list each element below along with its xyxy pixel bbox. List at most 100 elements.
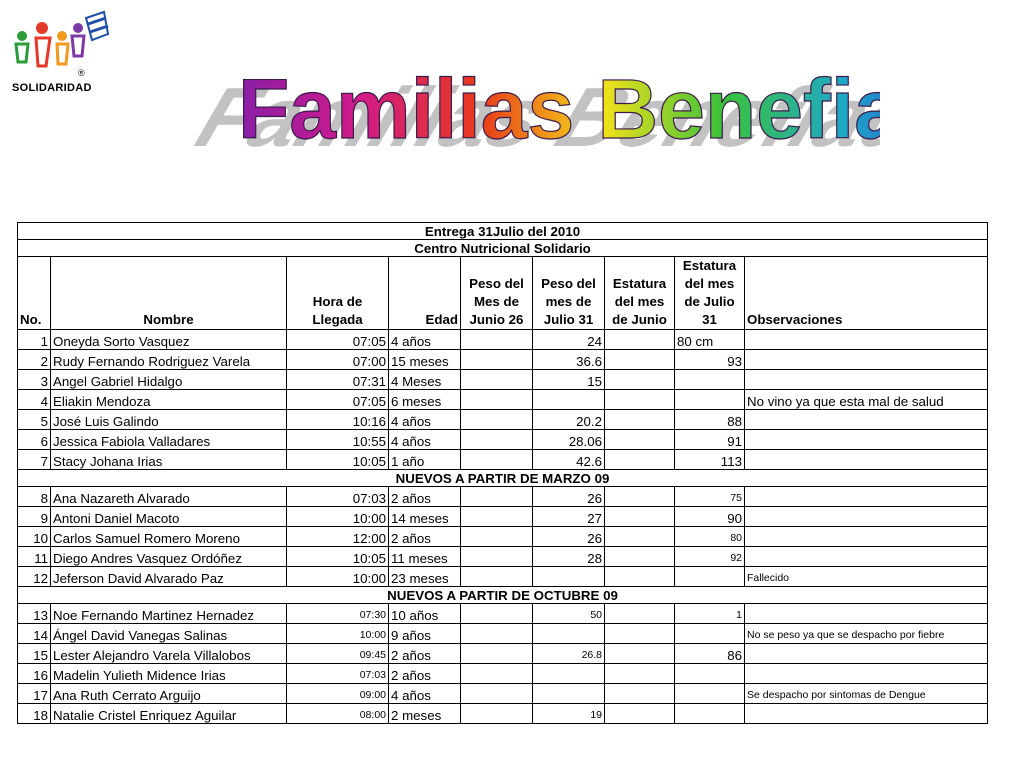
cell-estatura-julio [674, 566, 745, 587]
cell-nombre: Stacy Johana Irias [50, 449, 287, 470]
cell-peso-julio: 36.6 [532, 349, 605, 370]
cell-hora: 10:00 [286, 566, 389, 587]
cell-nombre: Rudy Fernando Rodriguez Varela [50, 349, 287, 370]
cell-peso-julio: 26 [532, 526, 605, 547]
table-row: 7 Stacy Johana Irias 10:05 1 año 42.6 113 [17, 449, 989, 470]
table-row: 17 Ana Ruth Cerrato Arguijo 09:00 4 años Se … [17, 683, 989, 704]
cell-edad: 11 meses [388, 546, 461, 567]
cell-estatura-julio: 113 [674, 449, 745, 470]
cell-no: 13 [17, 603, 51, 624]
col-header-hora: Hora de Llegada [286, 256, 389, 330]
cell-hora: 10:00 [286, 623, 389, 644]
cell-estatura-junio [604, 349, 675, 370]
cell-estatura-julio: 75 [674, 486, 745, 507]
table-row: 11 Diego Andres Vasquez Ordóñez 10:05 11 me… [17, 546, 989, 567]
cell-estatura-julio: 1 [674, 603, 745, 624]
cell-edad: 4 años [388, 409, 461, 430]
cell-hora: 09:00 [286, 683, 389, 704]
cell-estatura-junio [604, 546, 675, 567]
cell-observaciones: No vino ya que esta mal de salud [743, 389, 989, 410]
cell-estatura-junio [604, 506, 675, 527]
cell-peso-junio [460, 329, 533, 350]
cell-edad: 9 años [388, 623, 461, 644]
cell-observaciones [743, 603, 989, 624]
logo-label: SOLIDARIDAD [12, 82, 92, 94]
cell-edad: 4 Meses [388, 369, 461, 390]
cell-nombre: Madelin Yulieth Midence Irias [50, 663, 287, 684]
cell-peso-junio [460, 429, 533, 450]
cell-peso-julio [532, 389, 605, 410]
cell-hora: 07:30 [286, 603, 389, 624]
cell-no: 10 [17, 526, 51, 547]
cell-peso-julio: 26.8 [532, 643, 605, 664]
cell-peso-julio: 26 [532, 486, 605, 507]
cell-estatura-julio: 90 [674, 506, 745, 527]
col-header-observaciones: Observaciones [743, 256, 989, 330]
cell-edad: 4 años [388, 683, 461, 704]
cell-estatura-julio [674, 389, 745, 410]
cell-peso-julio: 24 [532, 329, 605, 350]
cell-peso-junio [460, 703, 533, 724]
table-header-center: Centro Nutricional Solidario [16, 239, 989, 257]
solidaridad-logo [14, 10, 110, 68]
cell-edad: 2 meses [388, 703, 461, 724]
cell-hora: 08:00 [286, 703, 389, 724]
table-row: 12 Jeferson David Alvarado Paz 10:00 23 mes… [17, 566, 989, 587]
cell-estatura-julio: 86 [674, 643, 745, 664]
page-title: Familias Benefiadas Familias Benefiadas [180, 61, 880, 160]
cell-no: 14 [17, 623, 51, 644]
cell-nombre: Eliakin Mendoza [50, 389, 287, 410]
cell-edad: 2 años [388, 663, 461, 684]
table-row: 9 Antoni Daniel Macoto 10:00 14 meses 27 90 [17, 506, 989, 527]
cell-no: 9 [17, 506, 51, 527]
cell-estatura-junio [604, 566, 675, 587]
cell-no: 11 [17, 546, 51, 567]
cell-nombre: Diego Andres Vasquez Ordóñez [50, 546, 287, 567]
cell-no: 3 [17, 369, 51, 390]
cell-estatura-julio: 80 cm [674, 329, 745, 350]
cell-peso-junio [460, 566, 533, 587]
cell-nombre: Ana Ruth Cerrato Arguijo [50, 683, 287, 704]
cell-peso-junio [460, 449, 533, 470]
cell-edad: 1 año [388, 449, 461, 470]
col-header-peso-julio: Peso del mes de Julio 31 [532, 256, 605, 330]
cell-peso-junio [460, 663, 533, 684]
cell-no: 6 [17, 429, 51, 450]
cell-observaciones [743, 486, 989, 507]
cell-observaciones [743, 526, 989, 547]
cell-estatura-junio [604, 526, 675, 547]
table-row: 8 Ana Nazareth Alvarado 07:03 2 años 26 75 [17, 486, 989, 507]
cell-hora: 07:05 [286, 329, 389, 350]
cell-edad: 23 meses [388, 566, 461, 587]
cell-hora: 09:45 [286, 643, 389, 664]
cell-observaciones [743, 329, 989, 350]
cell-no: 7 [17, 449, 51, 470]
cell-peso-julio: 28 [532, 546, 605, 567]
cell-estatura-junio [604, 603, 675, 624]
cell-peso-julio [532, 566, 605, 587]
table-row: 15 Lester Alejandro Varela Villalobos 09:4… [17, 643, 989, 664]
table-header-delivery: Entrega 31Julio del 2010 [16, 222, 989, 240]
cell-estatura-junio [604, 486, 675, 507]
cell-no: 18 [17, 703, 51, 724]
cell-estatura-julio [674, 663, 745, 684]
cell-estatura-julio: 91 [674, 429, 745, 450]
registered-mark: ® [78, 68, 85, 78]
cell-peso-julio: 19 [532, 703, 605, 724]
cell-no: 1 [17, 329, 51, 350]
col-header-estatura-julio: Estatura del mes de Julio 31 [674, 256, 745, 330]
cell-edad: 15 meses [388, 349, 461, 370]
cell-peso-junio [460, 409, 533, 430]
col-header-no: No. [17, 256, 51, 330]
cell-hora: 10:55 [286, 429, 389, 450]
table-row: 13 Noe Fernando Martinez Hernadez 07:30 10 … [17, 603, 989, 624]
cell-nombre: Antoni Daniel Macoto [50, 506, 287, 527]
cell-observaciones [743, 663, 989, 684]
cell-peso-junio [460, 486, 533, 507]
cell-nombre: Natalie Cristel Enriquez Aguilar [50, 703, 287, 724]
cell-estatura-junio [604, 389, 675, 410]
cell-peso-junio [460, 683, 533, 704]
cell-no: 15 [17, 643, 51, 664]
cell-peso-junio [460, 623, 533, 644]
cell-estatura-julio: 93 [674, 349, 745, 370]
